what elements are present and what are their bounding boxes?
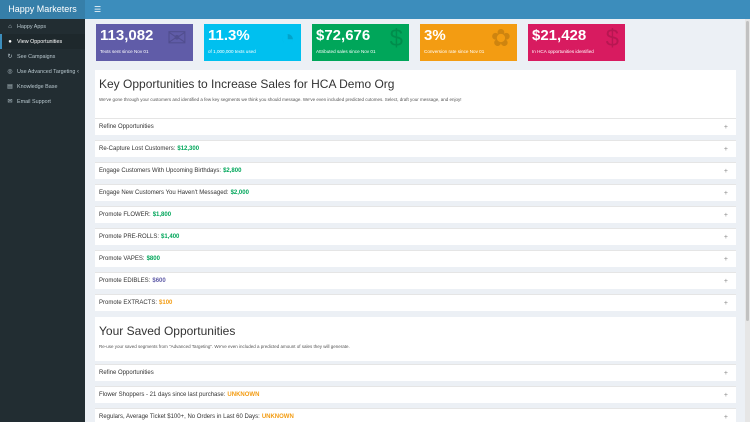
lightbulb-icon: ● [8,38,12,45]
page-scrollbar[interactable] [745,19,750,422]
opportunity-label: Regulars, Average Ticket $100+, No Order… [99,414,260,420]
sidebar-item-use-advanced-targeting[interactable]: ◎ Use Advanced Targeting ‹ [0,64,85,79]
stat-label: Conversion rate since Nov 01 [424,49,485,54]
sidebar-item-label: View Opportunities [17,38,63,45]
sidebar-item-label: Use Advanced Targeting [17,68,76,75]
saved-opportunities-subtitle: Re-use your saved segments from "Advance… [99,344,350,349]
sidebar-item-label: Happy Apps [17,23,47,30]
expand-icon[interactable]: + [723,233,728,241]
opportunity-label: Engage New Customers You Haven't Message… [99,190,229,196]
key-opportunities-subtitle: We've gone through your customers and id… [99,97,462,102]
expand-icon[interactable]: + [723,211,728,219]
stat-box: 3% Conversion rate since Nov 01 ✿ [420,24,517,61]
page-title: Key Opportunities to Increase Sales for … [99,77,395,91]
opportunity-row[interactable]: Flower Shoppers - 21 days since last pur… [95,386,736,403]
opportunity-value: $2,800 [223,168,242,174]
sidebar: ⌂ Happy Apps ● View Opportunities ↻ See Campa… [0,19,85,422]
stat-value: 113,082 [100,27,154,44]
opportunity-label: Engage Customers With Upcoming Birthdays… [99,168,222,174]
expand-icon[interactable]: + [723,391,728,399]
saved-title: Your Saved Opportunities [99,324,236,338]
sidebar-item-knowledge-base[interactable]: ▤ Knowledge Base [0,79,85,94]
refine-opportunities-row[interactable]: Refine Opportunities + [95,118,736,135]
opportunity-row[interactable]: Promote PRE-ROLLS: $1,400 + [95,228,736,245]
target-icon: ◎ [7,69,13,75]
opportunity-label: Promote PRE-ROLLS: [99,234,160,240]
key-opportunities-panel: Key Opportunities to Increase Sales for … [95,70,736,118]
opportunity-label: Refine Opportunities [99,370,154,376]
opportunity-value: $1,800 [152,212,172,218]
saved-opportunities-panel: Your Saved Opportunities Re-use your sav… [95,317,736,361]
gauge-icon: ◔ [280,25,296,52]
envelope-icon: ✉ [166,25,187,52]
stat-box: 11.3% of 1,000,000 texts used ◔ [204,24,301,61]
opportunity-label: Promote EXTRACTS: [99,300,158,306]
stat-label: of 1,000,000 texts used [208,49,256,54]
expand-icon[interactable]: + [723,167,728,175]
expand-icon[interactable]: + [723,277,728,285]
top-navbar: Happy Marketers ☰ [0,0,750,19]
chevron-left-icon: ‹ [77,68,79,75]
stat-label: In HCA opportunities identified [532,49,594,54]
refresh-icon: ↻ [7,54,13,60]
opportunity-row[interactable]: Promote EXTRACTS: $100 + [95,294,736,311]
leaf-icon: ✿ [490,25,511,52]
stat-label: Texts sent since Nov 01 [100,49,149,54]
stat-value: $21,428 [532,27,587,44]
expand-icon[interactable]: + [723,255,728,263]
main-content: 113,082 Texts sent since Nov 01 ✉ 11.3% of 1… [85,19,745,422]
sidebar-item-view-opportunities[interactable]: ● View Opportunities [0,34,85,49]
opportunity-value: $2,000 [230,190,249,196]
opportunity-value: $1,400 [161,234,180,240]
sidebar-item-see-campaigns[interactable]: ↻ See Campaigns [0,49,85,64]
opportunity-label: Re-Capture Lost Customers: [99,146,176,152]
expand-icon[interactable]: + [723,369,728,377]
opportunity-row[interactable]: Promote FLOWER: $1,800 + [95,206,736,223]
expand-icon[interactable]: + [723,123,728,131]
stat-box: $72,676 Attributed sales since Nov 01 $ [312,24,409,61]
opportunity-row[interactable]: Regulars, Average Ticket $100+, No Order… [95,408,736,422]
opportunity-value: $12,300 [177,146,200,152]
stat-value: 3% [424,27,446,44]
sidebar-item-email-support[interactable]: ✉ Email Support [0,94,85,109]
opportunity-label: Promote FLOWER: [99,212,151,218]
stat-value: 11.3% [208,27,250,44]
brand-logo[interactable]: Happy Marketers [0,0,85,19]
sidebar-item-happy-apps[interactable]: ⌂ Happy Apps [0,19,85,34]
sidebar-item-label: Knowledge Base [17,83,58,90]
opportunity-label: Refine Opportunities [99,124,154,130]
hamburger-icon[interactable]: ☰ [94,5,102,14]
opportunity-label: Promote VAPES: [99,256,145,262]
opportunity-row[interactable]: Re-Capture Lost Customers: $12,300 + [95,140,736,157]
expand-icon[interactable]: + [723,299,728,307]
opportunity-row[interactable]: Promote EDIBLES: $600 + [95,272,736,289]
opportunity-value: UNKNOWN [227,392,260,398]
home-icon: ⌂ [8,23,12,30]
book-icon: ▤ [7,84,13,90]
sidebar-item-label: Email Support [17,98,51,105]
expand-icon[interactable]: + [723,189,728,197]
opportunity-row[interactable]: Promote VAPES: $800 + [95,250,736,267]
refine-opportunities-row[interactable]: Refine Opportunities + [95,364,736,381]
support-icon: ✉ [7,99,13,105]
opportunity-value: $600 [152,278,166,284]
opportunity-value: UNKNOWN [261,414,294,420]
stat-box: $21,428 In HCA opportunities identified $ [528,24,625,61]
expand-icon[interactable]: + [723,413,728,421]
dollar-icon: $ [605,25,619,52]
sidebar-item-label: See Campaigns [17,53,56,60]
opportunity-row[interactable]: Engage New Customers You Haven't Message… [95,184,736,201]
stat-label: Attributed sales since Nov 01 [316,49,376,54]
opportunity-value: $100 [159,300,173,306]
opportunity-label: Promote EDIBLES: [99,278,151,284]
opportunity-value: $800 [146,256,160,262]
opportunity-label: Flower Shoppers - 21 days since last pur… [99,392,226,398]
stat-box: 113,082 Texts sent since Nov 01 ✉ [96,24,193,61]
opportunity-row[interactable]: Engage Customers With Upcoming Birthdays… [95,162,736,179]
expand-icon[interactable]: + [723,145,728,153]
stat-value: $72,676 [316,27,371,44]
dollar-icon: $ [389,25,403,52]
